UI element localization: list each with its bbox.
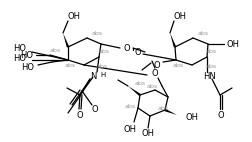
Text: N: N — [90, 72, 96, 81]
Text: O: O — [124, 43, 130, 53]
Text: HO: HO — [14, 54, 26, 62]
Polygon shape — [128, 86, 141, 96]
Text: abs: abs — [158, 106, 169, 110]
Text: abs: abs — [91, 31, 103, 36]
Text: HO: HO — [14, 43, 26, 53]
Text: OH: OH — [227, 39, 239, 49]
Text: abs: abs — [49, 48, 60, 53]
Text: O: O — [92, 106, 98, 114]
Text: abs: abs — [97, 63, 108, 68]
Text: OH: OH — [123, 126, 137, 134]
Text: HO: HO — [21, 62, 35, 72]
Text: OH: OH — [68, 12, 80, 20]
Text: HN: HN — [204, 72, 216, 81]
Text: abs: abs — [65, 62, 76, 67]
Text: OH: OH — [142, 129, 154, 137]
Text: O: O — [77, 110, 83, 120]
Text: abs: abs — [134, 81, 146, 85]
Text: OH: OH — [185, 112, 198, 122]
Text: H: H — [100, 72, 106, 78]
Text: O: O — [152, 68, 158, 78]
Text: abs: abs — [205, 63, 216, 68]
Text: HO: HO — [20, 51, 34, 59]
Text: O: O — [218, 110, 224, 120]
Text: O: O — [135, 48, 141, 57]
Polygon shape — [165, 109, 177, 115]
Text: abs: abs — [197, 31, 209, 36]
Polygon shape — [170, 33, 176, 47]
Polygon shape — [63, 33, 69, 47]
Text: abs: abs — [99, 49, 110, 54]
Text: abs: abs — [205, 49, 216, 54]
Text: abs: abs — [146, 83, 158, 88]
Text: O: O — [154, 60, 160, 69]
Text: abs: abs — [124, 105, 136, 109]
Text: abs: abs — [172, 62, 183, 67]
Text: OH: OH — [173, 12, 186, 20]
